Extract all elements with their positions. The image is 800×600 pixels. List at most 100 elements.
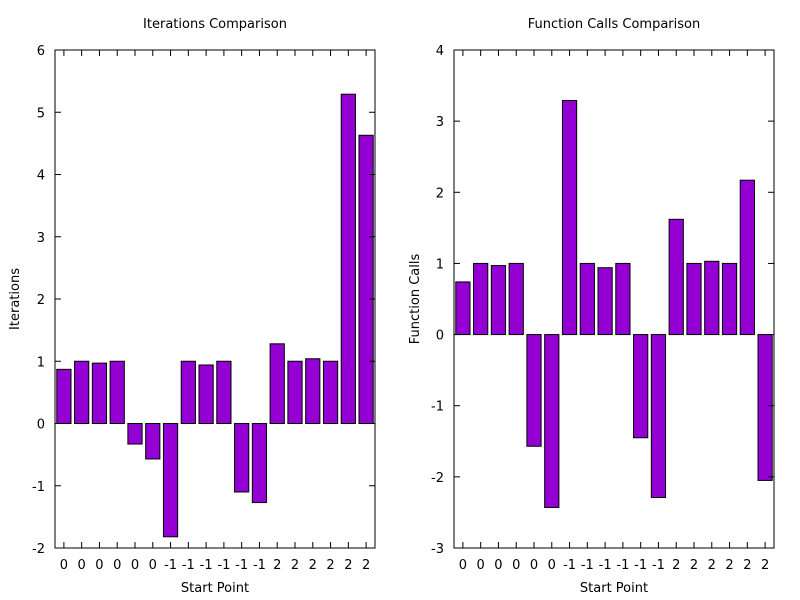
- iterations-bar: [91, 362, 108, 424]
- iterations-x-tick-label: 0: [78, 558, 86, 573]
- function-calls-bar: [490, 265, 507, 336]
- iterations-chart-title: Iterations Comparison: [143, 17, 287, 32]
- function-calls-x-tick-label: 0: [494, 558, 502, 573]
- function-calls-bar: [597, 267, 613, 336]
- function-calls-bar: [544, 334, 560, 508]
- iterations-bar: [109, 360, 125, 424]
- iterations-bar: [269, 343, 285, 425]
- iterations-y-tick-label: 0: [37, 418, 45, 433]
- iterations-x-tick-label: 0: [113, 558, 121, 573]
- iterations-x-axis-label: Start Point: [181, 581, 249, 596]
- function-calls-x-tick-label: -1: [563, 558, 576, 573]
- iterations-x-tick-label: 2: [273, 558, 281, 573]
- function-calls-y-tick-label: -2: [431, 471, 444, 486]
- iterations-bar: [234, 423, 250, 493]
- function-calls-bar: [633, 334, 649, 439]
- iterations-y-tick-label: 2: [37, 293, 45, 308]
- function-calls-y-tick-label: -3: [431, 542, 444, 557]
- function-calls-bar: [508, 262, 524, 336]
- function-calls-bar: [650, 334, 667, 498]
- iterations-bar: [162, 423, 179, 538]
- iterations-y-tick-label: 5: [37, 106, 45, 121]
- iterations-bar: [287, 360, 303, 424]
- iterations-plot-frame: [54, 49, 376, 549]
- iterations-x-tick-label: -1: [253, 558, 266, 573]
- iterations-bar: [74, 360, 90, 424]
- iterations-x-tick-label: -1: [217, 558, 230, 573]
- function-calls-x-tick-label: 2: [725, 558, 733, 573]
- function-calls-x-tick-label: -1: [652, 558, 665, 573]
- iterations-x-tick-label: -1: [200, 558, 213, 573]
- function-calls-bar: [579, 262, 595, 336]
- function-calls-x-tick-label: 0: [512, 558, 520, 573]
- function-calls-bar: [526, 334, 542, 447]
- function-calls-y-tick-label: 0: [436, 329, 444, 344]
- iterations-x-tick-label: 2: [291, 558, 299, 573]
- function-calls-x-tick-label: 0: [530, 558, 538, 573]
- function-calls-bar: [721, 262, 738, 336]
- iterations-x-tick-label: 0: [149, 558, 157, 573]
- function-calls-bar: [757, 334, 773, 481]
- iterations-bar: [305, 358, 321, 425]
- iterations-bar: [145, 423, 161, 460]
- iterations-y-tick-label: -2: [32, 542, 45, 557]
- iterations-x-tick-label: 2: [362, 558, 370, 573]
- iterations-y-axis-label: Iterations: [8, 268, 23, 330]
- function-calls-y-tick-label: 3: [436, 115, 444, 130]
- function-calls-bar: [561, 100, 578, 336]
- function-calls-bar: [704, 260, 720, 336]
- function-calls-plot-frame: [453, 49, 775, 549]
- function-calls-y-tick-label: 2: [436, 186, 444, 201]
- iterations-bar: [340, 93, 356, 424]
- iterations-bar: [198, 364, 214, 424]
- iterations-bar: [358, 134, 374, 424]
- function-calls-bar: [473, 262, 489, 336]
- iterations-bar: [322, 360, 339, 424]
- iterations-x-tick-label: 2: [344, 558, 352, 573]
- function-calls-y-tick-label: -1: [431, 400, 444, 415]
- iterations-x-tick-label: 0: [60, 558, 68, 573]
- function-calls-x-tick-label: -1: [581, 558, 594, 573]
- iterations-bar: [251, 423, 268, 504]
- function-calls-x-tick-label: -1: [599, 558, 612, 573]
- iterations-x-tick-label: 0: [131, 558, 139, 573]
- function-calls-x-tick-label: 0: [459, 558, 467, 573]
- function-calls-x-tick-label: 2: [743, 558, 751, 573]
- function-calls-bar: [739, 179, 755, 336]
- iterations-x-tick-label: -1: [182, 558, 195, 573]
- iterations-bar: [127, 423, 143, 445]
- iterations-y-tick-label: -1: [32, 480, 45, 495]
- function-calls-y-tick-label: 4: [436, 44, 444, 59]
- function-calls-bar: [686, 262, 702, 336]
- iterations-x-tick-label: -1: [164, 558, 177, 573]
- function-calls-x-tick-label: 2: [672, 558, 680, 573]
- iterations-y-tick-label: 1: [37, 355, 45, 370]
- iterations-x-tick-label: 2: [326, 558, 334, 573]
- iterations-x-tick-label: 2: [309, 558, 317, 573]
- function-calls-chart-title: Function Calls Comparison: [528, 17, 700, 32]
- iterations-x-tick-label: -1: [235, 558, 248, 573]
- iterations-y-tick-label: 4: [37, 169, 45, 184]
- function-calls-bar: [615, 262, 631, 336]
- function-calls-x-axis-label: Start Point: [580, 581, 648, 596]
- function-calls-bar: [455, 281, 471, 336]
- function-calls-x-tick-label: 2: [690, 558, 698, 573]
- iterations-x-tick-label: 0: [95, 558, 103, 573]
- function-calls-x-tick-label: 2: [708, 558, 716, 573]
- iterations-bar: [180, 360, 196, 424]
- function-calls-x-tick-label: -1: [616, 558, 629, 573]
- function-calls-y-tick-label: 1: [436, 257, 444, 272]
- iterations-bar: [56, 368, 72, 424]
- function-calls-x-tick-label: 0: [548, 558, 556, 573]
- iterations-bar: [216, 360, 232, 424]
- function-calls-x-tick-label: 2: [761, 558, 769, 573]
- function-calls-bar: [668, 218, 684, 336]
- function-calls-x-tick-label: -1: [634, 558, 647, 573]
- iterations-y-tick-label: 3: [37, 231, 45, 246]
- function-calls-y-axis-label: Function Calls: [408, 254, 423, 345]
- function-calls-x-tick-label: 0: [477, 558, 485, 573]
- iterations-y-tick-label: 6: [37, 44, 45, 59]
